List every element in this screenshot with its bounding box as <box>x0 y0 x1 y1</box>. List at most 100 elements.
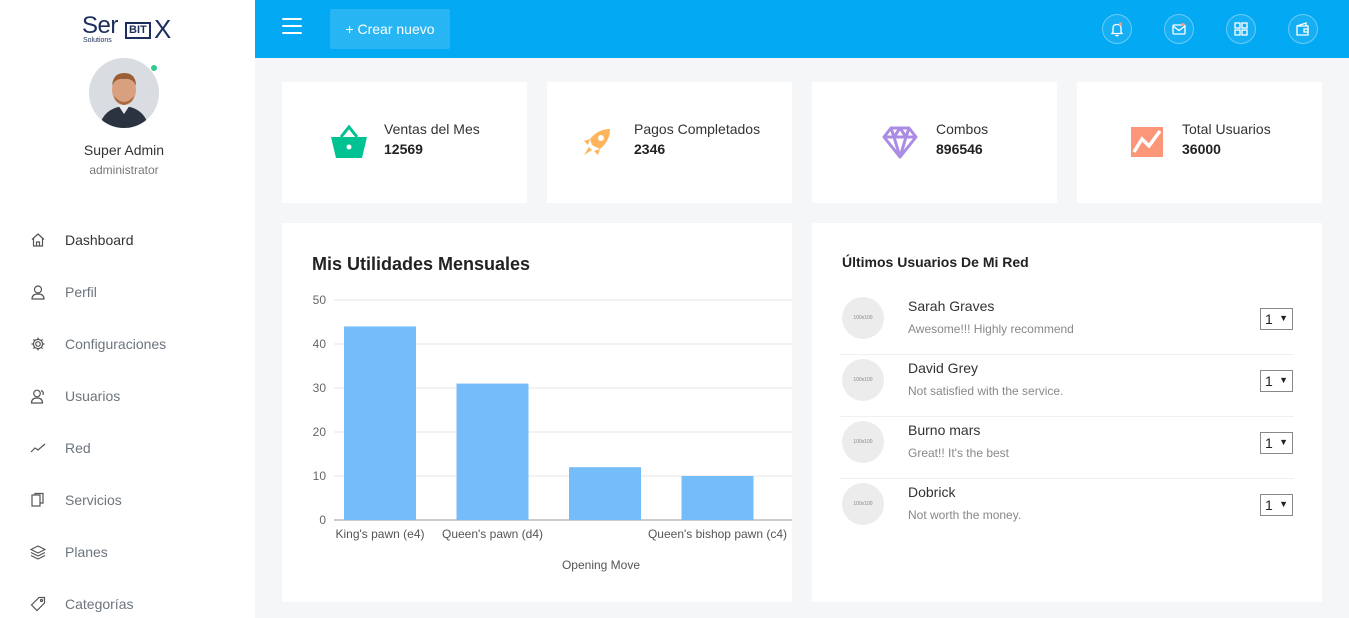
stat-value: 896546 <box>936 141 983 157</box>
y-tick-label: 30 <box>313 381 327 395</box>
list-item[interactable]: 100x100 Dobrick Not worth the money. 1 ▼ <box>840 479 1294 541</box>
stat-label: Pagos Completados <box>634 121 761 137</box>
notifications-button[interactable] <box>1102 14 1132 44</box>
user-select[interactable]: 1 ▼ <box>1260 370 1293 392</box>
home-icon <box>30 232 46 248</box>
chart-line-icon <box>1127 122 1167 162</box>
logo-badge: BIT <box>125 22 151 39</box>
sidebar-item-categorias[interactable]: Categorías <box>0 578 255 618</box>
x-tick-label: Queen's pawn (d4) <box>442 527 543 541</box>
user-name: David Grey <box>908 360 979 376</box>
avatar: 100x100 <box>842 483 884 525</box>
stat-card-pagos: Pagos Completados 2346 <box>547 82 792 203</box>
tag-icon <box>30 596 46 612</box>
trend-icon <box>30 440 46 456</box>
bell-icon <box>1110 22 1124 37</box>
brand-logo[interactable]: Ser BIT X Solutions <box>82 12 176 46</box>
topbar: + Crear nuevo <box>255 0 1349 58</box>
sidebar-item-configuraciones[interactable]: Configuraciones <box>0 318 255 370</box>
avatar: 100x100 <box>842 297 884 339</box>
create-new-button[interactable]: + Crear nuevo <box>330 9 450 49</box>
chevron-down-icon: ▼ <box>1279 375 1288 385</box>
avatar: 100x100 <box>842 421 884 463</box>
grid-icon <box>1234 22 1248 36</box>
stat-card-ventas: Ventas del Mes 12569 <box>282 82 527 203</box>
user-message: Great!! It's the best <box>908 446 1010 460</box>
user-select-value: 1 <box>1265 435 1273 451</box>
diamond-icon <box>880 122 920 162</box>
user-name: Sarah Graves <box>908 298 995 314</box>
sidebar-item-dashboard[interactable]: Dashboard <box>0 214 255 266</box>
y-tick-label: 10 <box>313 469 327 483</box>
user-select-value: 1 <box>1265 311 1273 327</box>
x-tick-label: King's pawn (e4) <box>335 527 424 541</box>
sidebar-item-red[interactable]: Red <box>0 422 255 474</box>
chevron-down-icon: ▼ <box>1279 313 1288 323</box>
wallet-button[interactable] <box>1288 14 1318 44</box>
stat-card-combos: Combos 896546 <box>812 82 1057 203</box>
user-name: Dobrick <box>908 484 956 500</box>
sidebar-item-perfil[interactable]: Perfil <box>0 266 255 318</box>
stat-label: Ventas del Mes <box>384 121 480 137</box>
chart-card: Mis Utilidades Mensuales 0 10 20 30 40 50 King… <box>282 223 792 602</box>
stat-value: 36000 <box>1182 141 1221 157</box>
logo-x: X <box>154 14 172 44</box>
bar <box>344 326 416 520</box>
profile-role: administrator <box>89 163 159 177</box>
sidebar-item-label: Perfil <box>65 284 97 300</box>
avatar: 100x100 <box>842 359 884 401</box>
y-tick-label: 0 <box>319 513 326 527</box>
sidebar-item-label: Configuraciones <box>65 336 167 352</box>
logo-sub: Solutions <box>83 37 112 44</box>
chevron-down-icon: ▼ <box>1279 499 1288 509</box>
gear-icon <box>30 336 46 352</box>
apps-button[interactable] <box>1226 14 1256 44</box>
sidebar-nav: Dashboard Perfil Configuraciones Usuario… <box>0 214 255 618</box>
bar-chart: 0 10 20 30 40 50 King's pawn (e4) Queen's pawn … <box>313 293 792 572</box>
x-tick-label: Queen's bishop pawn (c4) <box>648 527 787 541</box>
layers-icon <box>30 544 46 560</box>
sidebar-item-usuarios[interactable]: Usuarios <box>0 370 255 422</box>
sidebar-item-planes[interactable]: Planes <box>0 526 255 578</box>
user-select-value: 1 <box>1265 497 1273 513</box>
menu-toggle-button[interactable] <box>282 18 302 38</box>
list-item[interactable]: 100x100 Burno mars Great!! It's the best… <box>840 417 1294 479</box>
sidebar-item-label: Categorías <box>65 596 134 612</box>
user-message: Not satisfied with the service. <box>908 384 1064 398</box>
stat-value: 12569 <box>384 141 423 157</box>
bar <box>681 476 754 520</box>
bar <box>456 383 529 520</box>
copy-icon <box>30 492 46 508</box>
sidebar-item-label: Dashboard <box>65 232 134 248</box>
users-icon <box>30 388 46 404</box>
stat-label: Total Usuarios <box>1182 121 1271 137</box>
messages-button[interactable] <box>1164 14 1194 44</box>
user-select[interactable]: 1 ▼ <box>1260 494 1293 516</box>
user-message: Awesome!!! Highly recommend <box>908 322 1074 336</box>
chart-title: Mis Utilidades Mensuales <box>312 254 531 274</box>
user-select[interactable]: 1 ▼ <box>1260 432 1293 454</box>
x-axis-label: Opening Move <box>562 558 640 572</box>
user-icon <box>30 284 46 300</box>
y-tick-label: 50 <box>313 293 327 307</box>
sidebar-item-servicios[interactable]: Servicios <box>0 474 255 526</box>
sidebar-item-label: Servicios <box>65 492 122 508</box>
basket-icon <box>329 122 369 162</box>
user-select[interactable]: 1 ▼ <box>1260 308 1293 330</box>
y-tick-label: 40 <box>313 337 327 351</box>
user-select-value: 1 <box>1265 373 1273 389</box>
chevron-down-icon: ▼ <box>1279 437 1288 447</box>
stat-label: Combos <box>936 121 989 137</box>
bar <box>569 467 641 520</box>
list-item[interactable]: 100x100 Sarah Graves Awesome!!! Highly r… <box>840 293 1294 355</box>
profile-name[interactable]: Super Admin <box>83 142 165 158</box>
online-status-dot <box>150 64 158 72</box>
sidebar-item-label: Usuarios <box>65 388 121 404</box>
user-message: Not worth the money. <box>908 508 1022 522</box>
mail-icon <box>1172 22 1186 35</box>
users-panel-title: Últimos Usuarios De Mi Red <box>842 254 1029 270</box>
sidebar: Ser BIT X Solutions Super Admin administ… <box>0 0 255 618</box>
sidebar-item-label: Planes <box>65 544 108 560</box>
avatar[interactable] <box>89 58 159 128</box>
list-item[interactable]: 100x100 David Grey Not satisfied with th… <box>840 355 1294 417</box>
